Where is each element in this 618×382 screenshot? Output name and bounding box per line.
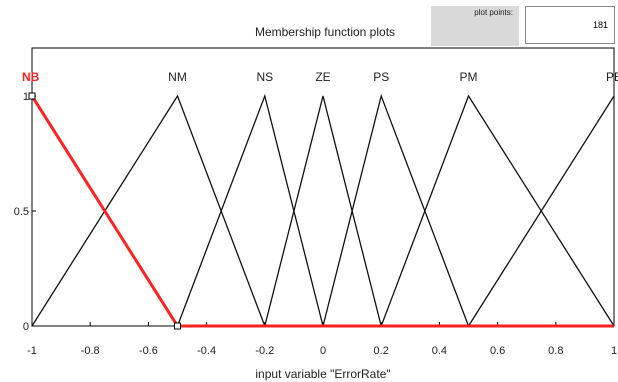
x-tick-label: 0.6 [490,345,505,357]
x-tick-label: -0.2 [255,345,274,357]
plot-points-panel: plot points: [431,6,519,46]
plot-points-input[interactable] [525,6,615,44]
mf-label-ps[interactable]: PS [373,70,389,84]
mf-line-ns[interactable] [176,93,324,327]
x-tick-label: 0.8 [548,345,563,357]
y-tick-label: 1 [23,91,29,103]
mf-label-ze[interactable]: ZE [315,70,330,84]
x-tick-label: 0 [320,345,326,357]
mf-curves [28,92,615,330]
x-axis-label: input variable "ErrorRate" [255,367,390,381]
x-axis: -1 -0.8 -0.6 -0.4 -0.2 0 0.2 0.4 0.6 0.8 1 [27,322,617,357]
mf-line-ze[interactable] [264,95,382,327]
mf-line-nm[interactable] [31,94,266,327]
plot-title: Membership function plots [254,25,396,39]
plot-area [31,47,615,327]
mf-line-ps[interactable] [322,93,470,327]
mf-vertex-handle[interactable] [28,92,36,100]
y-tick-label: 0.5 [14,206,29,218]
mf-label-nm[interactable]: NM [168,70,187,84]
y-axis: 00.51 [14,91,36,333]
x-tick-label: 0.4 [432,345,447,357]
mf-labels: NB NM NS ZE PS PM PB [22,70,618,84]
mf-vertex-handle[interactable] [174,322,181,330]
x-tick-label: -0.8 [81,345,100,357]
mf-label-nb[interactable]: NB [22,70,40,84]
x-tick-label: 0.2 [374,345,389,357]
mf-line-pb[interactable] [467,95,615,327]
x-tick-label: -0.6 [139,345,158,357]
mf-label-pb[interactable]: PB [606,70,618,84]
mf-label-ns[interactable]: NS [256,70,273,84]
y-tick-label: 0 [23,321,29,333]
x-tick-label: -0.4 [197,345,216,357]
mf-line-pm[interactable] [380,94,615,327]
plot-points-label: plot points: [474,8,513,17]
x-tick-label: 1 [611,345,617,357]
mf-label-pm[interactable]: PM [460,70,478,84]
x-tick-label: -1 [27,345,37,357]
